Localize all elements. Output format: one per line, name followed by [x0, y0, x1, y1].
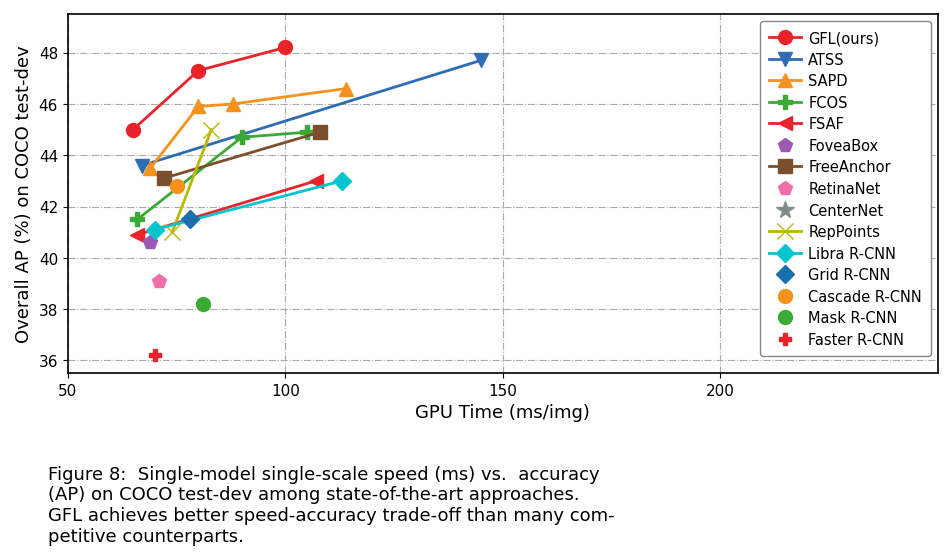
X-axis label: GPU Time (ms/img): GPU Time (ms/img) [415, 404, 589, 422]
Legend: GFL(ours), ATSS, SAPD, FCOS, FSAF, FoveaBox, FreeAnchor, RetinaNet, CenterNet, R: GFL(ours), ATSS, SAPD, FCOS, FSAF, Fovea… [760, 22, 930, 356]
Y-axis label: Overall AP (%) on COCO test-dev: Overall AP (%) on COCO test-dev [15, 46, 33, 343]
Text: Figure 8:  Single-model single-scale speed (ms) vs.  accuracy
(AP) on COCO test-: Figure 8: Single-model single-scale spee… [48, 465, 614, 545]
